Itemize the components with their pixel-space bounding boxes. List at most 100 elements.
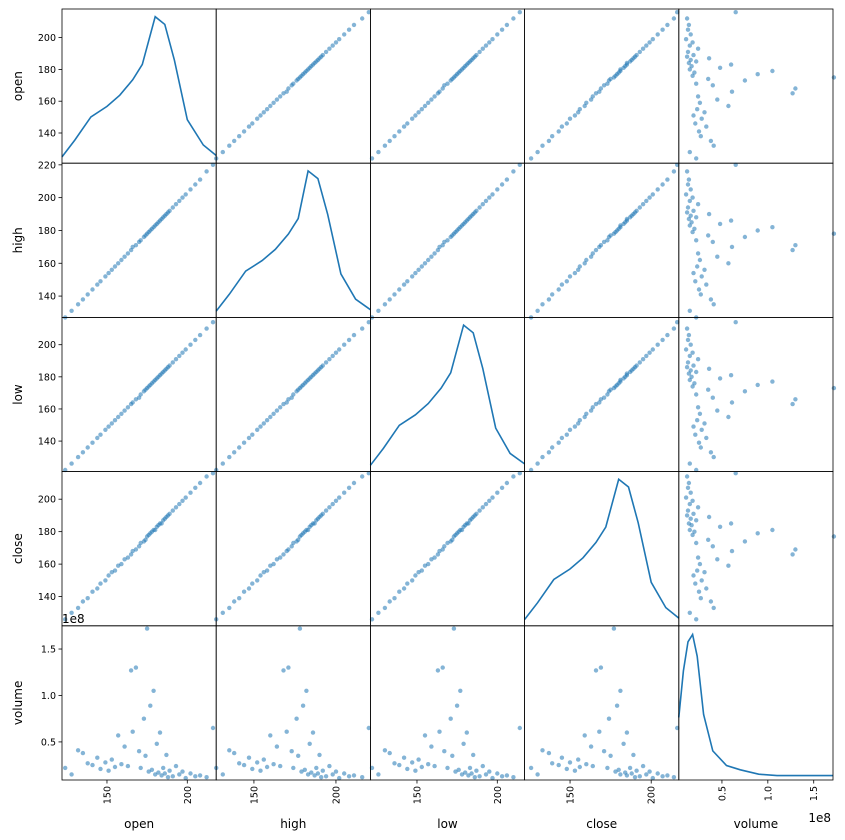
scatter-point — [342, 342, 347, 347]
scatter-point — [495, 771, 500, 776]
scatter-point — [711, 605, 716, 611]
scatter-point — [487, 195, 492, 200]
y-axis-label: low — [11, 384, 25, 405]
scatter-point — [598, 665, 604, 670]
scatter-point — [376, 149, 381, 155]
scatter-point — [694, 617, 699, 622]
scatter-point — [85, 445, 90, 450]
scatter-point — [193, 337, 198, 343]
scatter-point — [435, 552, 441, 557]
scatter-point — [647, 40, 652, 45]
scatter-point — [687, 610, 692, 615]
scatter-point — [337, 347, 342, 352]
scatter-point — [632, 775, 638, 780]
y-tick-label: 160 — [38, 259, 56, 270]
scatter-point — [360, 775, 365, 780]
scatter-point — [608, 76, 613, 82]
scatter-point — [392, 134, 397, 139]
scatter-point — [401, 282, 407, 287]
scatter-point — [755, 531, 760, 536]
scatter-point — [456, 767, 461, 772]
panel-frame — [215, 625, 371, 781]
scatter-point — [691, 424, 696, 429]
scatter-point — [691, 113, 696, 118]
scatter-point — [69, 461, 74, 466]
scatter-point — [392, 596, 397, 601]
scatter-point — [685, 485, 691, 490]
scatter-point — [330, 772, 335, 777]
scatter-point — [419, 107, 424, 112]
scatter-point — [440, 243, 445, 248]
scatter-point — [717, 524, 723, 529]
scatter-point — [688, 57, 693, 63]
scatter-point — [250, 432, 255, 437]
x-axis-label: volume — [734, 817, 778, 831]
scatter-point — [472, 775, 477, 780]
scatter-point — [728, 373, 734, 378]
scatter-point — [706, 76, 711, 82]
scatter-point — [112, 568, 118, 573]
scatter-point — [655, 342, 660, 347]
scatter-point — [122, 254, 127, 259]
scatter-point — [556, 762, 561, 768]
scatter-point — [624, 730, 630, 735]
scatter-point — [291, 392, 296, 397]
scatter-point — [426, 257, 431, 263]
scatter-point — [728, 521, 734, 526]
scatter-point — [177, 353, 182, 359]
x-axis-label: open — [124, 817, 154, 831]
scatter-point — [477, 205, 482, 210]
scatter-point — [376, 610, 381, 615]
scatter-point — [480, 505, 485, 510]
panel-frame — [524, 316, 680, 472]
scatter-point — [687, 308, 692, 313]
scatter-point — [188, 187, 193, 192]
scatter-point — [695, 251, 701, 256]
scatter-point — [480, 763, 485, 769]
scatter-point — [665, 177, 670, 182]
scatter-point — [136, 544, 142, 549]
scatter-point — [106, 573, 111, 578]
scatter-point — [708, 297, 714, 302]
scatter-point — [696, 589, 702, 594]
scatter-point — [95, 435, 100, 441]
y-tick-label: 160 — [38, 97, 56, 108]
scatter-point — [483, 198, 489, 204]
scatter-point — [685, 337, 691, 343]
scatter-point — [689, 374, 694, 379]
scatter-point — [692, 381, 697, 386]
scatter-point — [232, 450, 237, 455]
scatter-point — [605, 238, 610, 243]
scatter-point — [85, 596, 90, 601]
scatter-point — [133, 243, 139, 248]
scatter-point — [535, 308, 540, 313]
scatter-point — [173, 357, 179, 362]
panel — [215, 162, 371, 318]
scatter-point — [141, 716, 147, 721]
scatter-point — [584, 257, 589, 263]
scatter-point — [695, 357, 701, 362]
scatter-point — [693, 121, 698, 126]
scatter-point — [733, 162, 738, 167]
scatter-point — [535, 461, 540, 466]
scatter-point — [637, 360, 642, 365]
scatter-point — [281, 552, 286, 557]
scatter-point — [528, 765, 534, 771]
scatter-point — [698, 292, 703, 297]
scatter-point — [330, 43, 335, 48]
x-tick-label: 200 — [647, 786, 658, 804]
scatter-point — [237, 445, 242, 450]
scatter-point — [271, 100, 276, 106]
scatter-point — [726, 261, 731, 266]
scatter-point — [477, 774, 482, 779]
scatter-point — [426, 100, 431, 106]
scatter-point — [90, 440, 95, 445]
scatter-point — [360, 326, 365, 331]
scatter-point — [119, 257, 124, 263]
scatter-point — [188, 490, 193, 495]
scatter-point — [564, 279, 569, 284]
scatter-point — [694, 81, 699, 86]
scatter-point — [608, 753, 613, 758]
scatter-point — [572, 424, 578, 429]
panel-frame — [678, 8, 834, 164]
